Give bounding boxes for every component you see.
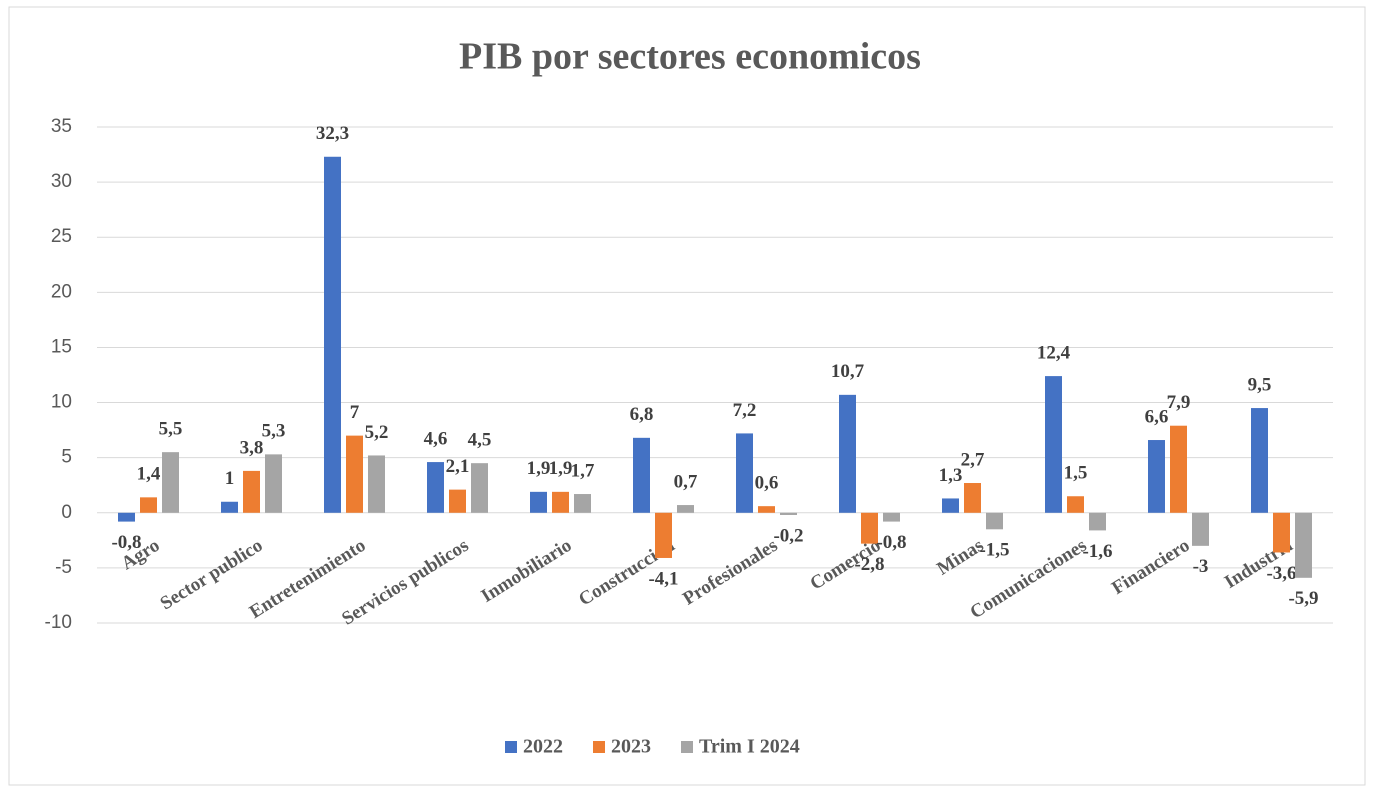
- bar: [1089, 512, 1106, 531]
- data-label: -0,8: [876, 532, 906, 553]
- bar: [1295, 512, 1312, 578]
- data-label: 6,6: [1145, 406, 1169, 427]
- bar: [1067, 496, 1084, 513]
- bar: [574, 494, 591, 513]
- bar: [655, 512, 672, 558]
- data-label: 4,5: [468, 430, 492, 451]
- bar: [243, 470, 260, 513]
- data-label: 4,6: [424, 428, 448, 449]
- data-label: 0,7: [674, 471, 698, 492]
- bar: [346, 435, 363, 513]
- data-label: 5,5: [159, 419, 183, 440]
- legend-label: 2023: [611, 736, 651, 758]
- bar: [1192, 512, 1209, 546]
- bar: [552, 491, 569, 513]
- data-label: 1,5: [1064, 463, 1088, 484]
- data-label: 6,8: [630, 404, 654, 425]
- bar: [221, 501, 238, 513]
- data-label: 1,4: [137, 464, 161, 485]
- bar: [861, 512, 878, 544]
- bar: [265, 454, 282, 513]
- y-tick-label: 20: [51, 281, 72, 302]
- data-label: 1,7: [571, 460, 595, 481]
- data-label: -5,9: [1288, 588, 1318, 609]
- data-label: 1,9: [549, 458, 573, 479]
- y-tick-label: -5: [55, 557, 72, 578]
- bar: [368, 455, 385, 513]
- data-label: -1,6: [1082, 541, 1112, 562]
- data-label: 1,3: [939, 465, 963, 486]
- data-label: -2,8: [854, 554, 884, 575]
- data-label: 2,7: [961, 449, 985, 470]
- bar: [1148, 440, 1165, 513]
- data-label: 1,9: [527, 458, 551, 479]
- legend-swatch: [593, 741, 605, 753]
- y-tick-label: 0: [61, 502, 72, 523]
- data-label: 7,9: [1167, 392, 1191, 413]
- y-tick-label: 30: [51, 171, 72, 192]
- data-label: 1: [225, 468, 235, 489]
- y-tick-label: 10: [51, 392, 72, 413]
- bar: [677, 505, 694, 513]
- bar: [1251, 408, 1268, 513]
- bar: [1273, 512, 1290, 553]
- data-label: 32,3: [316, 123, 349, 144]
- legend-swatch: [505, 741, 517, 753]
- bar: [449, 489, 466, 513]
- bar: [736, 433, 753, 513]
- data-label: -0,2: [773, 525, 803, 546]
- y-tick-label: 15: [51, 336, 72, 357]
- data-label: -3: [1193, 556, 1209, 577]
- legend-swatch: [681, 741, 693, 753]
- data-label: 12,4: [1037, 342, 1071, 363]
- bar: [758, 506, 775, 513]
- data-label: 2,1: [446, 456, 470, 477]
- chart-frame: [8, 6, 1366, 786]
- data-label: 9,5: [1248, 374, 1272, 395]
- data-label: 7,2: [733, 400, 757, 421]
- bar: [986, 512, 1003, 530]
- y-tick-label: 5: [61, 447, 72, 468]
- legend-label: 2022: [523, 736, 563, 758]
- bar: [427, 462, 444, 513]
- bar: [964, 483, 981, 513]
- y-tick-label: -10: [45, 612, 72, 633]
- bar: [140, 497, 157, 513]
- data-label: 10,7: [831, 361, 865, 382]
- data-label: -4,1: [648, 568, 678, 589]
- data-label: 7: [350, 402, 360, 423]
- bar: [324, 156, 341, 513]
- data-label: 0,6: [755, 473, 779, 494]
- data-label: 5,3: [262, 421, 286, 442]
- bar: [118, 512, 135, 522]
- data-label: 5,2: [365, 422, 389, 443]
- data-label: -1,5: [979, 540, 1009, 561]
- data-label: 3,8: [240, 437, 264, 458]
- bar: [883, 512, 900, 522]
- bar: [1170, 425, 1187, 513]
- bar: [162, 452, 179, 513]
- bar: [633, 437, 650, 513]
- y-tick-label: 25: [51, 226, 72, 247]
- chart-title: PIB por sectores economicos: [459, 36, 921, 78]
- bar: [780, 512, 797, 515]
- data-label: -3,6: [1266, 563, 1296, 584]
- legend-label: Trim I 2024: [699, 736, 800, 758]
- bar: [942, 498, 959, 513]
- bar: [839, 394, 856, 513]
- bar: [530, 491, 547, 513]
- bar: [1045, 376, 1062, 513]
- bar: [471, 463, 488, 513]
- data-label: -0,8: [111, 532, 141, 553]
- y-tick-label: 35: [51, 116, 72, 137]
